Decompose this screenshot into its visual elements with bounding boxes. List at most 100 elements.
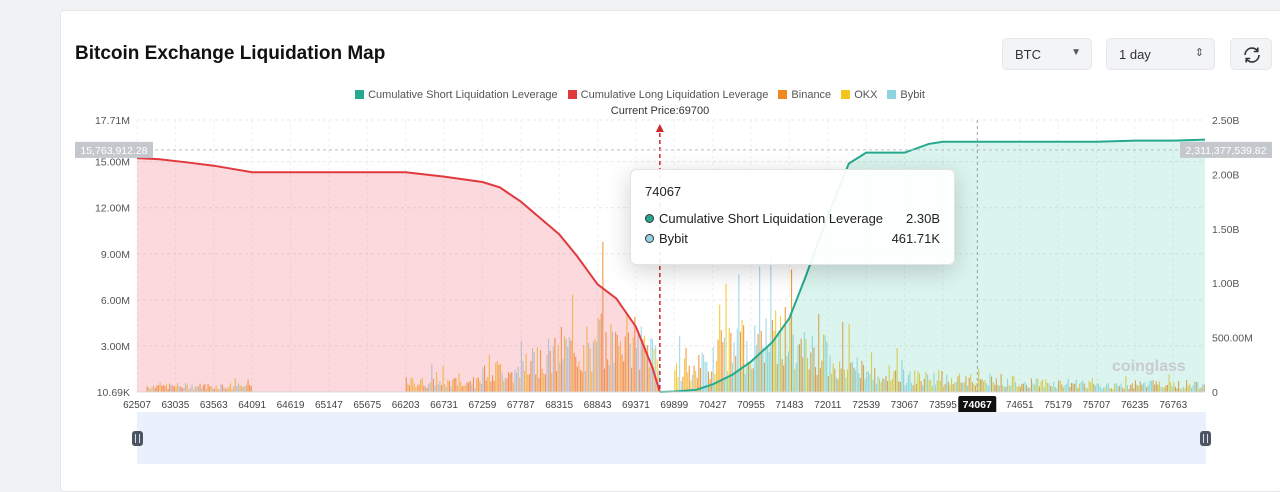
liquidation-bar [962,382,964,392]
liquidation-bar [680,381,682,392]
liquidation-bar [193,389,195,392]
liquidation-bar [551,372,553,392]
liquidation-bar [1112,389,1114,392]
legend-item[interactable]: OKX [841,89,877,101]
liquidation-bar [448,381,450,392]
liquidation-bar [519,377,521,392]
zoom-handle-right[interactable] [1200,431,1211,446]
liquidation-bar [185,383,187,392]
x-tick-label: 63563 [200,400,228,411]
liquidation-bar [743,325,745,392]
liquidation-bar [549,350,551,392]
liquidation-bar [495,362,497,392]
liquidation-bar [599,319,601,392]
liquidation-bar [706,361,708,392]
liquidation-bar [194,386,196,392]
liquidation-bar [840,368,842,392]
refresh-button[interactable] [1230,38,1272,70]
liquidation-bar [1048,383,1050,392]
liquidation-bar [196,386,198,392]
liquidation-chart[interactable]: 17.71M 15.00M 12.00M 9.00M 6.00M 3.00M 10.69K 2… [0,0,1280,481]
y-left-tick-label: 6.00M [101,295,130,307]
liquidation-bar [912,385,914,392]
liquidation-bar [567,346,569,392]
liquidation-bar [1173,382,1175,392]
liquidation-bar [1016,387,1018,392]
liquidation-bar [204,384,206,392]
liquidation-bar [1042,379,1044,392]
tooltip-title: 74067 [645,184,682,199]
liquidation-bar [492,375,494,392]
liquidation-bar [605,332,607,392]
legend-item[interactable]: Binance [778,89,831,101]
liquidation-bar [1125,375,1127,392]
liquidation-bar [592,341,594,392]
liquidation-bar [535,374,537,392]
liquidation-bar [690,380,692,392]
liquidation-bar [1166,384,1168,392]
y-left-tick-label: 3.00M [101,341,130,353]
liquidation-bar [704,361,706,392]
liquidation-bar [739,331,741,392]
liquidation-bar [429,382,431,392]
liquidation-bar [1054,387,1056,392]
y-right-tick-label: 500.00M [1212,333,1253,345]
liquidation-bar [731,362,733,392]
x-tick-label: 75707 [1083,400,1111,411]
liquidation-bar [600,313,602,392]
liquidation-bar [420,379,422,392]
liquidation-bar [1149,381,1151,392]
liquidation-bar [795,363,797,392]
liquidation-bar [149,389,151,392]
liquidation-bar [205,389,207,392]
liquidation-bar [405,377,407,392]
liquidation-bar [999,385,1001,392]
liquidation-bar [1045,379,1047,392]
liquidation-bar [1110,388,1112,392]
liquidation-bar [707,371,709,392]
y-left-tick-label: 10.69K [97,387,130,399]
liquidation-bar [1005,386,1007,392]
legend-item[interactable]: Cumulative Short Liquidation Leverage [355,89,558,101]
x-tick-label: 66203 [392,400,420,411]
liquidation-bar [647,345,649,392]
liquidation-bar [824,335,826,392]
liquidation-bar [474,388,476,392]
liquidation-bar [866,371,868,392]
liquidation-bar [581,371,583,392]
liquidation-bar [861,360,863,392]
liquidation-bar [1202,384,1204,392]
liquidation-bar [837,379,839,392]
legend-item[interactable]: Bybit [887,89,925,101]
y-left-marker-badge [75,141,153,158]
liquidation-bar [1066,383,1068,392]
liquidation-bar [1091,378,1093,392]
liquidation-bar [640,326,642,392]
zoom-handle-left[interactable] [132,431,143,446]
crosshair-x-label: 74067 [963,399,992,411]
symbol-select[interactable]: BTC ▼ [1002,38,1092,70]
liquidation-bar [468,382,470,392]
liquidation-bar [245,384,247,392]
legend-item[interactable]: Cumulative Long Liquidation Leverage [567,89,768,101]
liquidation-bar [1157,384,1159,392]
liquidation-bar [575,356,577,392]
liquidation-bar [975,385,977,392]
liquidation-bar [167,389,169,392]
liquidation-bar [1142,383,1144,392]
liquidation-bar [763,362,765,392]
liquidation-bar [236,386,238,392]
liquidation-bar [610,324,612,392]
liquidation-bar [556,370,558,392]
liquidation-bar [407,383,409,392]
liquidation-bar [1096,383,1098,392]
zoom-slider-track[interactable] [137,412,1206,464]
liquidation-bar [458,373,460,392]
liquidation-bar [439,381,441,392]
range-select[interactable]: 1 day ⇕ [1106,38,1215,70]
liquidation-bar [250,386,252,392]
liquidation-bar [928,379,930,392]
liquidation-bar [1128,389,1130,392]
liquidation-bar [201,388,203,392]
liquidation-bar [440,385,442,392]
